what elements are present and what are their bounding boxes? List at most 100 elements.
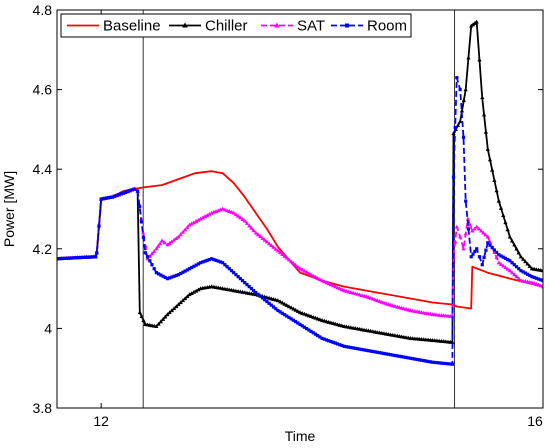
data-point: [498, 262, 504, 266]
data-point: [527, 264, 532, 268]
data-point: [178, 300, 183, 305]
data-point: [64, 256, 68, 260]
data-point: [205, 213, 210, 217]
data-point: [388, 353, 393, 357]
data-point: [419, 358, 424, 362]
data-point: [198, 216, 203, 221]
x-tick-label: 16: [527, 413, 543, 429]
data-point: [293, 320, 298, 324]
data-point: [178, 232, 183, 237]
data-point: [311, 273, 316, 278]
data-point: [472, 20, 477, 25]
data-point: [474, 224, 479, 229]
data-point: [514, 274, 519, 279]
data-point: [176, 273, 181, 277]
data-point: [335, 342, 340, 346]
legend-box: [60, 13, 412, 38]
data-point: [498, 205, 504, 210]
data-point: [95, 251, 99, 255]
data-point: [404, 355, 408, 360]
data-point: [319, 278, 325, 283]
data-point: [525, 261, 530, 266]
data-point: [104, 196, 108, 200]
data-point: [454, 224, 459, 229]
data-point: [258, 234, 263, 239]
data-point: [320, 336, 324, 340]
data-point: [468, 222, 473, 227]
data-point: [137, 310, 142, 315]
data-point: [238, 277, 242, 281]
data-point: [373, 350, 377, 354]
data-point: [236, 213, 241, 218]
data-point: [308, 272, 314, 277]
data-point: [435, 361, 439, 365]
data-point: [165, 312, 170, 317]
data-point: [256, 292, 260, 296]
data-point: [249, 225, 254, 230]
data-point: [187, 267, 192, 271]
data-point: [483, 129, 489, 134]
data-point: [244, 221, 250, 225]
data-point: [174, 273, 178, 278]
data-point: [311, 314, 316, 319]
data-point: [473, 249, 477, 254]
data-point: [540, 284, 543, 289]
legend-item-sat: SAT: [261, 18, 325, 35]
data-point: [484, 248, 488, 252]
data-point: [300, 310, 305, 315]
data-point: [496, 198, 501, 203]
data-point: [507, 234, 512, 239]
data-point: [189, 221, 194, 226]
data-point: [139, 314, 144, 319]
data-point: [71, 256, 75, 260]
data-point: [508, 259, 512, 263]
data-point: [490, 246, 494, 250]
data-point: [461, 246, 466, 251]
data-point: [355, 347, 360, 351]
y-tick-label: 4.8: [33, 2, 53, 18]
data-point: [163, 314, 168, 319]
data-point: [276, 308, 280, 313]
data-point: [278, 250, 283, 255]
data-point: [370, 296, 375, 301]
data-point: [210, 257, 214, 261]
data-point: [218, 260, 223, 264]
data-point: [169, 239, 174, 244]
data-point: [176, 302, 181, 307]
data-point: [156, 321, 161, 326]
data-point: [254, 290, 258, 295]
data-point: [269, 303, 273, 307]
data-point: [417, 358, 421, 362]
data-point: [212, 257, 216, 262]
data-point: [475, 247, 479, 251]
data-point: [458, 119, 463, 124]
data-point: [156, 243, 161, 248]
data-point: [229, 269, 234, 273]
data-point: [282, 313, 287, 317]
data-point: [501, 255, 505, 259]
data-point: [145, 255, 150, 259]
data-point: [306, 313, 311, 318]
data-point: [534, 281, 539, 286]
data-point: [534, 276, 538, 280]
data-point: [162, 240, 167, 245]
data-point: [274, 307, 278, 311]
data-point: [455, 123, 461, 128]
data-point: [380, 351, 384, 355]
data-point: [295, 264, 300, 269]
data-point: [154, 246, 159, 251]
data-point: [115, 193, 119, 198]
data-point: [329, 339, 333, 344]
data-point: [458, 88, 462, 92]
data-point: [428, 360, 432, 364]
data-point: [243, 281, 247, 285]
data-point: [59, 256, 64, 261]
data-point: [529, 280, 535, 285]
data-point: [78, 255, 82, 260]
data-point: [512, 242, 517, 247]
data-point: [136, 189, 140, 193]
series-room: [57, 76, 543, 366]
data-point: [384, 352, 388, 356]
data-point: [231, 210, 236, 215]
